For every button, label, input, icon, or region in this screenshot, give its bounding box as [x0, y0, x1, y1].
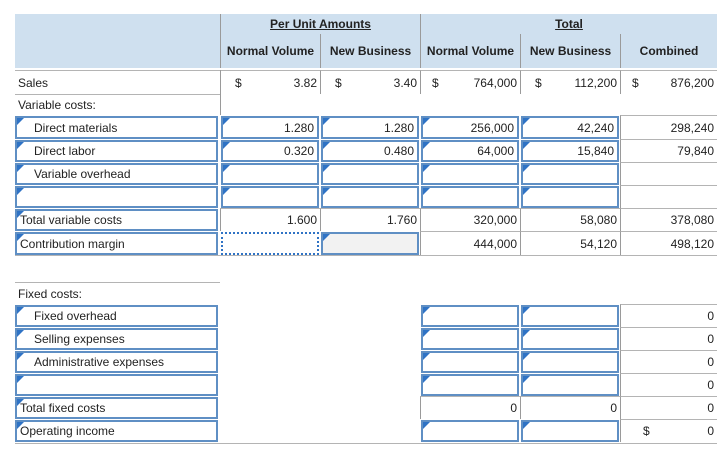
header-pu-new-business: New Business — [320, 34, 420, 68]
contribution-margin-total-new: 54,120 — [520, 231, 620, 255]
total-variable-costs-total-new: 58,080 — [520, 208, 620, 231]
header-per-unit-group: Per Unit Amounts — [220, 14, 420, 34]
blank-variable-combined — [620, 185, 717, 208]
per-unit-amounts-heading: Per Unit Amounts — [270, 17, 371, 31]
operating-income-combined: $ 0 — [620, 419, 717, 442]
currency-symbol: $ — [235, 75, 242, 90]
blank-fixed-combined: 0 — [620, 373, 717, 396]
contribution-margin-total-normal: 444,000 — [420, 231, 520, 255]
administrative-expenses-total-new-input[interactable] — [521, 351, 619, 373]
header-combined: Combined — [620, 34, 717, 68]
blank-variable-pu-normal-input[interactable] — [221, 186, 319, 208]
fixed-overhead-combined: 0 — [620, 304, 717, 327]
total-fixed-costs-combined: 0 — [620, 396, 717, 419]
currency-symbol: $ — [535, 75, 542, 90]
grid-line-col1 — [220, 70, 221, 115]
variable-overhead-pu-new-input[interactable] — [321, 163, 419, 185]
currency-symbol: $ — [632, 75, 639, 90]
direct-materials-combined: 298,240 — [620, 115, 717, 139]
blank-variable-total-normal-input[interactable] — [421, 186, 519, 208]
header-pu-normal-volume: Normal Volume — [220, 34, 320, 68]
selling-expenses-total-normal-input[interactable] — [421, 328, 519, 350]
variable-overhead-total-new-input[interactable] — [521, 163, 619, 185]
variable-overhead-total-normal-input[interactable] — [421, 163, 519, 185]
total-variable-costs-pu-normal: 1.600 — [220, 208, 320, 231]
blank-fixed-total-new-input[interactable] — [521, 374, 619, 396]
direct-labor-combined: 79,840 — [620, 139, 717, 162]
total-fixed-costs-total-new: 0 — [520, 396, 620, 419]
blank-variable-pu-new-input[interactable] — [321, 186, 419, 208]
total-fixed-costs-label-input[interactable]: Total fixed costs — [15, 397, 218, 419]
row-label-fixed-costs: Fixed costs: — [15, 282, 220, 304]
spacer-row — [15, 255, 717, 282]
contribution-margin-combined: 498,120 — [620, 231, 717, 255]
contribution-margin-pu-new-input[interactable] — [321, 232, 419, 255]
operating-income-label-input[interactable]: Operating income — [15, 420, 218, 442]
operating-income-total-normal-input[interactable] — [421, 420, 519, 442]
direct-labor-pu-normal-input[interactable]: 0.320 — [221, 140, 319, 162]
blank-variable-label-input[interactable] — [15, 186, 218, 208]
direct-materials-total-new-input[interactable]: 42,240 — [521, 116, 619, 139]
sales-total-normal: $ 764,000 — [420, 70, 520, 94]
administrative-expenses-total-normal-input[interactable] — [421, 351, 519, 373]
variable-overhead-label-input[interactable]: Variable overhead — [15, 163, 218, 185]
administrative-expenses-combined: 0 — [620, 350, 717, 373]
fixed-overhead-total-new-input[interactable] — [521, 305, 619, 327]
direct-materials-pu-normal-input[interactable]: 1.280 — [221, 116, 319, 139]
total-variable-costs-combined: 378,080 — [620, 208, 717, 231]
header-total-normal-volume: Normal Volume — [420, 34, 520, 68]
row-label-variable-costs: Variable costs: — [15, 94, 220, 115]
blank-fixed-total-normal-input[interactable] — [421, 374, 519, 396]
fixed-overhead-total-normal-input[interactable] — [421, 305, 519, 327]
direct-labor-label-input[interactable]: Direct labor — [15, 140, 218, 162]
header-total-group: Total — [420, 14, 717, 34]
variable-overhead-combined — [620, 162, 717, 185]
administrative-expenses-label-input[interactable]: Administrative expenses — [15, 351, 218, 373]
direct-materials-pu-new-input[interactable]: 1.280 — [321, 116, 419, 139]
sales-pu-new: $ 3.40 — [320, 70, 420, 94]
total-variable-costs-label-input[interactable]: Total variable costs — [15, 209, 218, 231]
sales-pu-normal: $ 3.82 — [220, 70, 320, 94]
row-label-sales: Sales — [15, 70, 220, 94]
cost-analysis-table: Per Unit Amounts Total Normal Volume New… — [15, 14, 717, 444]
total-fixed-costs-total-normal: 0 — [420, 396, 520, 419]
direct-labor-total-normal-input[interactable]: 64,000 — [421, 140, 519, 162]
total-variable-costs-total-normal: 320,000 — [420, 208, 520, 231]
grid-line-bottom — [15, 443, 717, 444]
direct-labor-pu-new-input[interactable]: 0.480 — [321, 140, 419, 162]
total-variable-costs-pu-new: 1.760 — [320, 208, 420, 231]
currency-symbol: $ — [335, 75, 342, 90]
fixed-overhead-label-input[interactable]: Fixed overhead — [15, 305, 218, 327]
currency-symbol: $ — [643, 424, 650, 438]
contribution-margin-label-input[interactable]: Contribution margin — [15, 232, 218, 255]
operating-income-total-new-input[interactable] — [521, 420, 619, 442]
selling-expenses-combined: 0 — [620, 327, 717, 350]
selling-expenses-label-input[interactable]: Selling expenses — [15, 328, 218, 350]
blank-variable-total-new-input[interactable] — [521, 186, 619, 208]
direct-materials-total-normal-input[interactable]: 256,000 — [421, 116, 519, 139]
selling-expenses-total-new-input[interactable] — [521, 328, 619, 350]
direct-labor-total-new-input[interactable]: 15,840 — [521, 140, 619, 162]
blank-fixed-label-input[interactable] — [15, 374, 218, 396]
currency-symbol: $ — [432, 75, 439, 90]
sales-total-new: $ 112,200 — [520, 70, 620, 94]
contribution-margin-pu-normal-selected[interactable] — [221, 232, 319, 255]
header-label-blank — [15, 14, 220, 68]
direct-materials-label-input[interactable]: Direct materials — [15, 116, 218, 139]
header-total-new-business: New Business — [520, 34, 620, 68]
total-heading: Total — [555, 17, 583, 31]
variable-overhead-pu-normal-input[interactable] — [221, 163, 319, 185]
sales-combined: $ 876,200 — [620, 70, 717, 94]
